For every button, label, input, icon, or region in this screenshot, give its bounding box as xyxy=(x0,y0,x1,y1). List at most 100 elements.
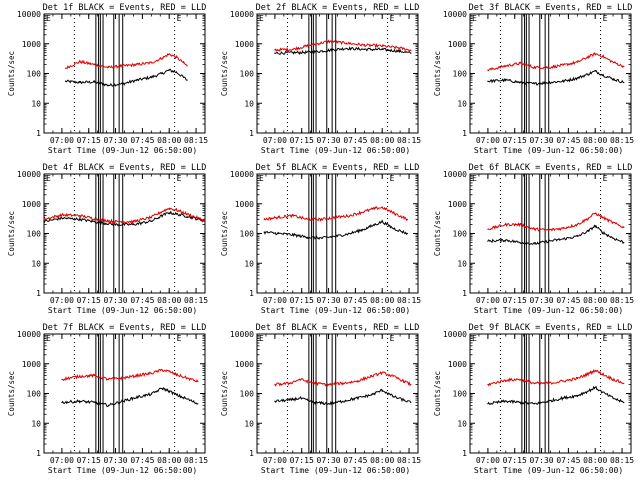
y-tick-label: 100 xyxy=(27,230,42,239)
lld-point xyxy=(392,375,394,377)
chart-title: Det 6f BLACK = Events, RED = LLD xyxy=(469,163,633,173)
series-events-line xyxy=(274,46,412,55)
corner-marker-right: E xyxy=(177,14,182,23)
events-point xyxy=(310,51,312,53)
detector-panel-6: Det 6f BLACK = Events, RED = LLD 1 10 100 10… xyxy=(426,160,639,320)
events-point xyxy=(533,83,535,85)
events-point xyxy=(623,81,625,84)
x-tick-label: 07:15 xyxy=(77,136,101,145)
plot-frame xyxy=(469,13,632,134)
series-lld-line xyxy=(487,52,625,72)
lld-point xyxy=(392,212,394,214)
corner-marker-left: E xyxy=(46,14,51,23)
events-point xyxy=(601,391,603,393)
y-tick-label: 10 xyxy=(31,419,41,428)
detector-chart-1: Det 1f BLACK = Events, RED = LLD 1 10 100 10… xyxy=(7,3,208,155)
events-point xyxy=(175,71,177,73)
events-point xyxy=(61,401,63,404)
events-point xyxy=(107,404,109,406)
x-tick-label: 07:45 xyxy=(343,456,367,465)
events-point xyxy=(533,243,535,245)
x-tick-label: 07:00 xyxy=(50,136,74,145)
corner-marker-right: E xyxy=(177,174,182,183)
events-point xyxy=(406,232,408,235)
events-point xyxy=(601,231,603,233)
x-axis-label: Start Time (09-Jun-12 06:50:00) xyxy=(48,306,197,315)
corner-marker-right: E xyxy=(603,334,608,343)
events-point xyxy=(587,230,589,232)
x-tick-label: 07:15 xyxy=(77,456,101,465)
lld-point xyxy=(410,49,412,52)
x-tick-label: 07:15 xyxy=(77,296,101,305)
lld-point xyxy=(505,223,507,226)
lld-point xyxy=(587,373,589,375)
detector-chart-5: Det 5f BLACK = Events, RED = LLD 1 10 100 10… xyxy=(220,163,421,315)
x-tick-label: 08:15 xyxy=(610,456,634,465)
series-events-line xyxy=(61,386,198,408)
lld-point xyxy=(97,218,99,220)
events-point xyxy=(328,403,330,405)
x-axis-label: Start Time (09-Jun-12 06:50:00) xyxy=(261,306,410,315)
events-point xyxy=(392,227,394,229)
events-point xyxy=(168,69,170,71)
x-tick-label: 08:15 xyxy=(184,136,208,145)
lld-point xyxy=(161,57,163,59)
x-tick-label: 08:00 xyxy=(583,456,607,465)
lld-point xyxy=(132,221,134,223)
series-events-line xyxy=(274,388,412,406)
lld-point xyxy=(505,65,507,67)
lld-point xyxy=(519,223,521,226)
events-point xyxy=(392,395,394,397)
lld-point xyxy=(374,207,376,209)
events-point xyxy=(562,238,564,240)
lld-point xyxy=(79,215,81,217)
lld-point xyxy=(335,216,337,218)
corner-marker-left: E xyxy=(46,174,51,183)
corner-marker-right: E xyxy=(390,334,395,343)
lld-point xyxy=(548,382,550,384)
lld-point xyxy=(161,210,163,213)
events-point xyxy=(79,218,81,220)
lld-point xyxy=(299,378,301,380)
events-point xyxy=(342,400,344,402)
lld-point xyxy=(576,223,578,226)
events-point xyxy=(623,241,625,244)
lld-point xyxy=(175,374,177,376)
x-tick-label: 08:00 xyxy=(370,456,394,465)
x-tick-label: 07:15 xyxy=(290,136,314,145)
x-tick-label: 07:45 xyxy=(556,136,580,145)
lld-point xyxy=(263,218,265,220)
lld-point xyxy=(150,372,152,374)
x-tick-label: 07:00 xyxy=(50,456,74,465)
x-tick-label: 07:00 xyxy=(50,296,74,305)
events-point xyxy=(381,389,383,391)
events-point xyxy=(594,225,596,227)
series-events-line xyxy=(487,385,625,405)
events-point xyxy=(97,221,99,223)
x-tick-label: 07:45 xyxy=(556,296,580,305)
corner-marker-left: E xyxy=(472,334,477,343)
events-point xyxy=(175,213,177,215)
series-lld-line xyxy=(274,371,412,387)
y-tick-label: 100 xyxy=(240,390,255,399)
x-tick-label: 07:15 xyxy=(503,456,527,465)
x-axis-label: Start Time (09-Jun-12 06:50:00) xyxy=(48,146,197,155)
lld-point xyxy=(594,369,596,371)
chart-title: Det 2f BLACK = Events, RED = LLD xyxy=(256,3,420,13)
events-point xyxy=(487,80,489,82)
x-tick-label: 07:30 xyxy=(104,296,128,305)
events-point xyxy=(487,240,489,242)
lld-point xyxy=(186,377,188,379)
y-tick-label: 1000 xyxy=(22,200,41,209)
events-point xyxy=(136,396,138,398)
x-tick-label: 07:30 xyxy=(104,456,128,465)
events-point xyxy=(587,390,589,392)
lld-point xyxy=(587,56,589,58)
events-point xyxy=(594,386,596,388)
y-tick-label: 10000 xyxy=(443,10,467,19)
events-point xyxy=(79,81,81,84)
x-tick-label: 07:30 xyxy=(104,136,128,145)
x-tick-label: 07:45 xyxy=(130,296,154,305)
x-axis-label: Start Time (09-Jun-12 06:50:00) xyxy=(48,466,197,475)
x-tick-label: 07:15 xyxy=(503,296,527,305)
